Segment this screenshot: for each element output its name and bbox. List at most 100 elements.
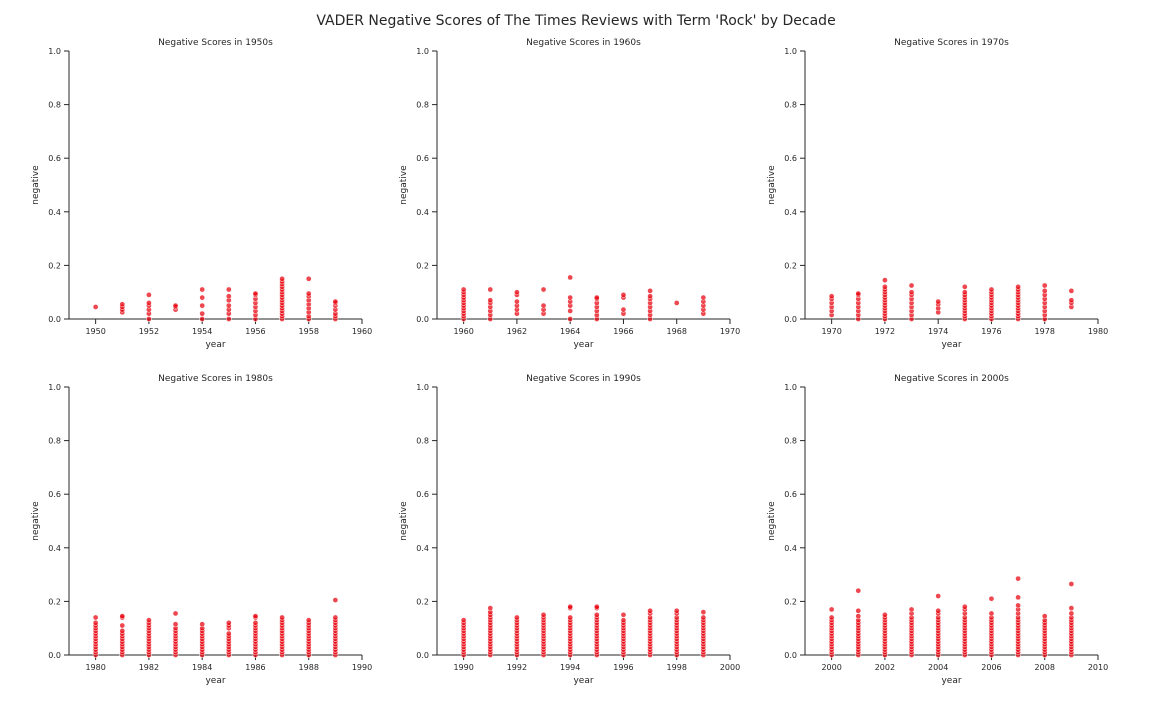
- data-point: [1041, 282, 1048, 289]
- data-point: [620, 306, 627, 313]
- data-point: [647, 288, 653, 294]
- x-tick-label: 1996: [613, 663, 633, 672]
- x-axis-label: year: [573, 676, 593, 686]
- x-tick-label: 1986: [245, 663, 265, 672]
- data-point: [620, 611, 627, 618]
- panels: Negative Scores in 1950s 0.0 0.2 0.4 0.6 0.8 1…: [31, 38, 1108, 686]
- panel-title: Negative Scores in 2000s: [894, 374, 1009, 384]
- data-point: [1041, 288, 1048, 294]
- data-point: [305, 617, 312, 624]
- scatter-panel-4: Negative Scores in 1990s 0.0 0.2 0.4 0.6 0.8 1…: [399, 374, 740, 686]
- x-tick-label: 1984: [192, 663, 212, 672]
- y-tick-label: 0.2: [784, 261, 797, 270]
- data-point: [673, 300, 680, 306]
- data-point: [332, 597, 339, 603]
- x-tick-label: 1958: [299, 327, 319, 336]
- data-point: [935, 298, 942, 305]
- y-axis-label: negative: [399, 165, 409, 205]
- data-point: [540, 302, 547, 309]
- data-point: [199, 621, 206, 628]
- y-tick-label: 0.4: [416, 544, 429, 553]
- data-point: [252, 619, 259, 626]
- data-point: [119, 622, 126, 629]
- data-point: [593, 603, 600, 610]
- data-point: [487, 286, 494, 293]
- data-point: [700, 294, 707, 301]
- data-point: [279, 275, 285, 282]
- x-tick-label: 1968: [667, 327, 687, 336]
- data-point: [882, 283, 888, 290]
- data-point: [225, 619, 232, 626]
- data-point: [514, 298, 520, 305]
- y-tick-label: 0.8: [416, 437, 429, 446]
- data-point: [225, 316, 232, 322]
- panel-title: Negative Scores in 1970s: [894, 38, 1009, 48]
- panel-title: Negative Scores in 1950s: [158, 38, 273, 48]
- x-tick-label: 1978: [1035, 327, 1055, 336]
- data-point: [199, 286, 206, 293]
- panel-title: Negative Scores in 1960s: [526, 38, 641, 48]
- data-point: [1068, 581, 1075, 587]
- data-point: [487, 297, 494, 304]
- data-point: [593, 294, 600, 301]
- x-tick-label: 2006: [981, 663, 1001, 672]
- y-tick-label: 1.0: [416, 383, 429, 392]
- x-tick-label: 1960: [352, 327, 372, 336]
- y-tick-label: 0.2: [416, 597, 429, 606]
- data-point: [172, 302, 179, 309]
- y-axis-label: negative: [767, 501, 777, 541]
- data-points: [92, 275, 339, 322]
- data-point: [514, 614, 520, 621]
- data-point: [540, 286, 547, 293]
- scatter-panel-2: Negative Scores in 1970s 0.0 0.2 0.4 0.6 0.8 1…: [767, 38, 1108, 350]
- data-point: [460, 617, 467, 624]
- y-tick-label: 1.0: [48, 47, 61, 56]
- data-point: [855, 607, 862, 614]
- y-tick-label: 0.0: [416, 315, 429, 324]
- x-tick-label: 1964: [560, 327, 580, 336]
- x-tick-label: 2000: [821, 663, 841, 672]
- data-point: [92, 304, 99, 310]
- data-point: [567, 294, 574, 301]
- data-point: [828, 293, 835, 300]
- x-tick-label: 1954: [192, 327, 212, 336]
- data-point: [855, 290, 862, 297]
- data-point: [225, 630, 232, 637]
- data-point: [961, 603, 968, 610]
- data-point: [567, 316, 574, 322]
- data-point: [92, 619, 99, 626]
- data-points: [828, 277, 1075, 322]
- x-tick-label: 2008: [1035, 663, 1055, 672]
- data-point: [225, 286, 232, 293]
- data-points: [828, 575, 1075, 658]
- data-point: [620, 617, 627, 624]
- x-tick-label: 1974: [928, 327, 948, 336]
- data-point: [1015, 602, 1021, 609]
- data-point: [961, 283, 968, 290]
- y-tick-label: 0.0: [48, 651, 61, 660]
- y-tick-label: 0.8: [48, 101, 61, 110]
- panel-title: Negative Scores in 1980s: [158, 374, 273, 384]
- x-tick-label: 1980: [1088, 327, 1108, 336]
- data-point: [961, 289, 968, 296]
- scatter-panel-5: Negative Scores in 2000s 0.0 0.2 0.4 0.6 0.8 1…: [767, 374, 1108, 686]
- y-tick-label: 1.0: [48, 383, 61, 392]
- data-point: [460, 286, 467, 293]
- x-tick-label: 1980: [85, 663, 105, 672]
- data-points: [92, 597, 339, 658]
- y-tick-label: 0.6: [784, 154, 797, 163]
- x-tick-label: 1972: [875, 327, 895, 336]
- data-point: [199, 294, 206, 301]
- data-point: [1015, 575, 1021, 582]
- data-point: [567, 603, 574, 610]
- y-axis-label: negative: [399, 501, 409, 541]
- data-point: [252, 613, 259, 619]
- x-tick-label: 1956: [245, 327, 265, 336]
- panel-title: Negative Scores in 1990s: [526, 374, 641, 384]
- data-point: [92, 614, 99, 621]
- x-tick-label: 1960: [453, 327, 473, 336]
- data-point: [1068, 297, 1075, 304]
- data-point: [332, 298, 339, 305]
- x-tick-label: 2004: [928, 663, 948, 672]
- y-tick-label: 0.0: [48, 315, 61, 324]
